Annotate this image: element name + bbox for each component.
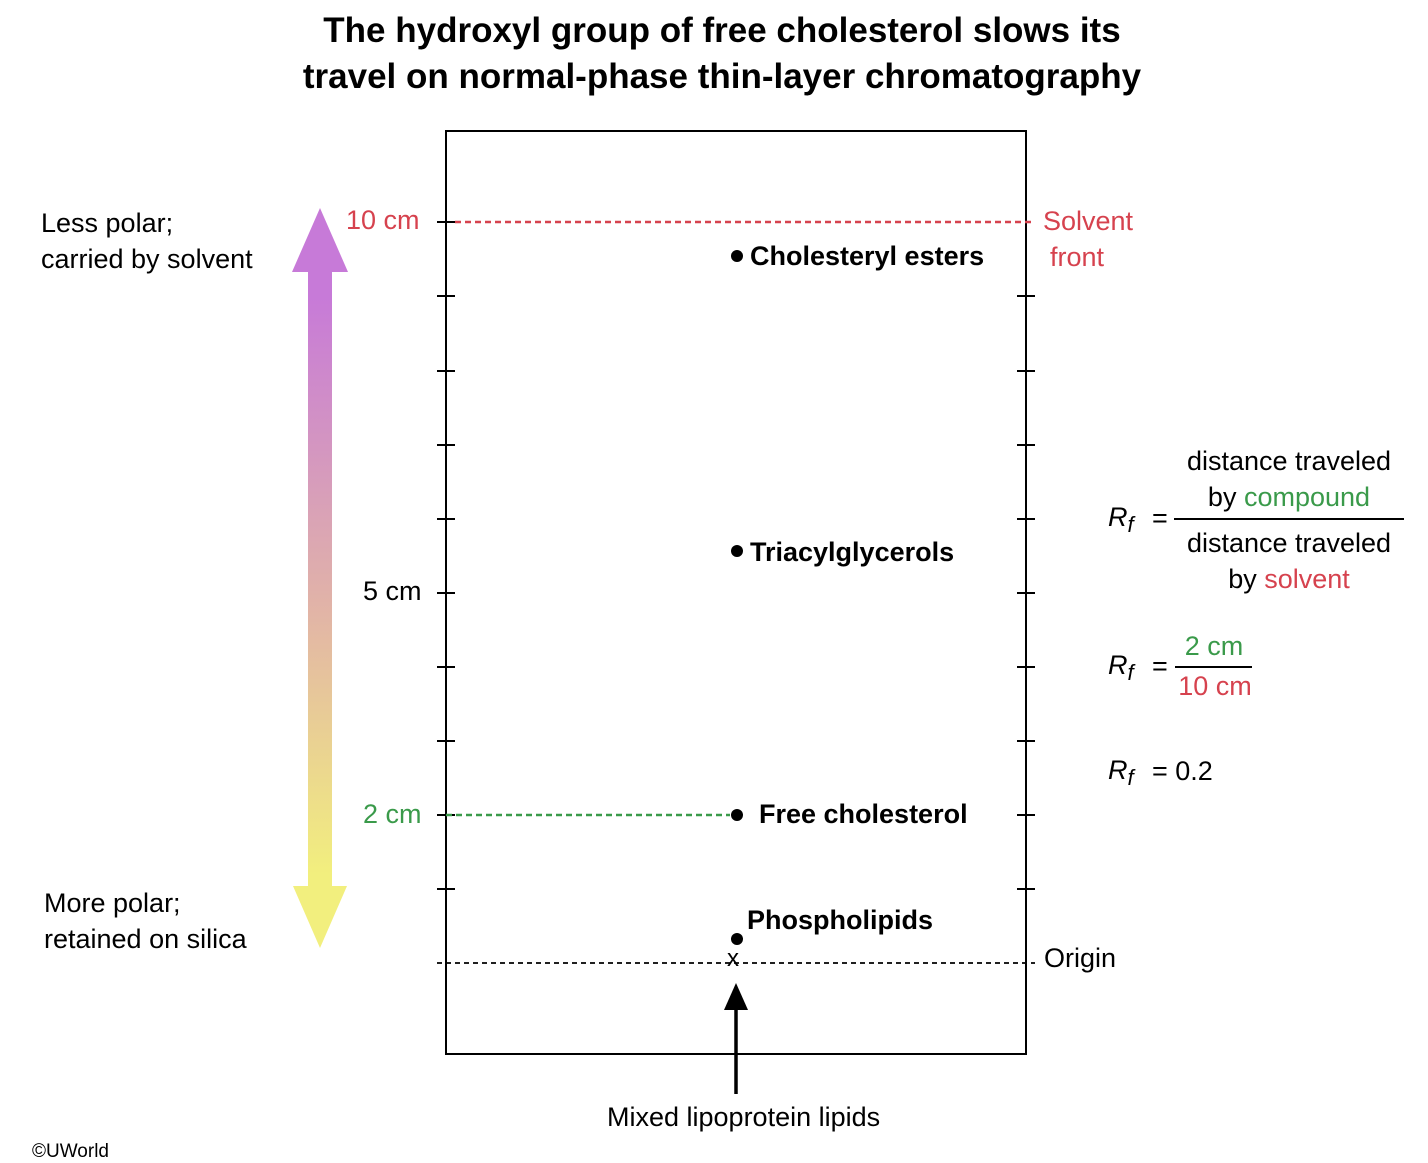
scale-label-10cm: 10 cm	[346, 205, 420, 235]
rf-symbol-r: R	[1108, 502, 1128, 532]
sample-label: Mixed lipoprotein lipids	[607, 1102, 881, 1132]
rf-denominator-solvent: solvent	[1264, 564, 1350, 594]
rf-equals: =	[1152, 503, 1168, 533]
scale-ticks	[437, 221, 1035, 890]
polarity-bottom-line-2: retained on silica	[44, 924, 247, 954]
spot-triacylglycerols	[731, 545, 743, 557]
copyright-label: ©UWorld	[32, 1141, 109, 1162]
rf-result-value: = 0.2	[1152, 756, 1213, 786]
polarity-top-line-2: carried by solvent	[41, 244, 253, 274]
rf-example-numerator: 2 cm	[1184, 631, 1244, 661]
rf-symbol-f: f	[1127, 512, 1134, 537]
rf-numerator-compound: compound	[1243, 482, 1371, 512]
rf-example-equals: =	[1152, 651, 1168, 681]
rf-numerator: distance traveled by compound	[1174, 443, 1404, 515]
rf-example-symbol-r: R	[1108, 650, 1128, 680]
diagram-title: The hydroxyl group of free cholesterol s…	[0, 8, 1428, 100]
spot-cholesteryl-esters	[731, 250, 743, 262]
title-line-1: The hydroxyl group of free cholesterol s…	[323, 11, 1121, 50]
title-line-2: travel on normal-phase thin-layer chroma…	[302, 57, 1142, 96]
polarity-gradient-arrow	[292, 208, 348, 948]
rf-denominator: distance traveled by solvent	[1174, 525, 1404, 597]
sample-arrow-head	[724, 983, 748, 1010]
rf-example-symbol-f: f	[1127, 660, 1134, 685]
label-free-cholesterol: Free cholesterol	[759, 799, 968, 829]
rf-symbol: Rf	[1108, 502, 1134, 537]
rf-example-symbol: Rf	[1108, 650, 1134, 685]
solvent-front-label: Solvent front	[1043, 203, 1133, 275]
polarity-top-line-1: Less polar;	[41, 208, 174, 238]
polarity-bottom-line-1: More polar;	[44, 888, 181, 918]
rf-numerator-line-2: by compound	[1174, 479, 1404, 515]
rf-denominator-line-1: distance traveled	[1186, 528, 1392, 558]
rf-denominator-by: by	[1228, 564, 1257, 594]
label-phospholipids: Phospholipids	[747, 905, 933, 935]
spot-phospholipids	[731, 933, 743, 945]
rf-numerator-by: by	[1207, 482, 1237, 512]
rf-result-symbol-r: R	[1108, 755, 1128, 785]
rf-result-symbol-f: f	[1127, 765, 1134, 790]
scale-label-2cm: 2 cm	[363, 799, 422, 829]
scale-label-5cm: 5 cm	[363, 576, 422, 606]
rf-result-symbol: Rf	[1108, 755, 1134, 790]
label-cholesteryl-esters: Cholesteryl esters	[750, 241, 985, 271]
polarity-bottom-label: More polar; retained on silica	[44, 885, 247, 957]
rf-example-denominator: 10 cm	[1178, 671, 1252, 701]
origin-mark: x	[727, 945, 739, 972]
solvent-front-line-2: front	[1050, 242, 1105, 272]
rf-denominator-line-2: by solvent	[1174, 561, 1404, 597]
spot-free-cholesterol	[731, 809, 743, 821]
rf-numerator-line-1: distance traveled	[1186, 446, 1392, 476]
label-triacylglycerols: Triacylglycerols	[750, 537, 955, 567]
solvent-front-line-1: Solvent	[1043, 206, 1134, 236]
polarity-top-label: Less polar; carried by solvent	[41, 205, 253, 277]
origin-label: Origin	[1044, 943, 1117, 973]
